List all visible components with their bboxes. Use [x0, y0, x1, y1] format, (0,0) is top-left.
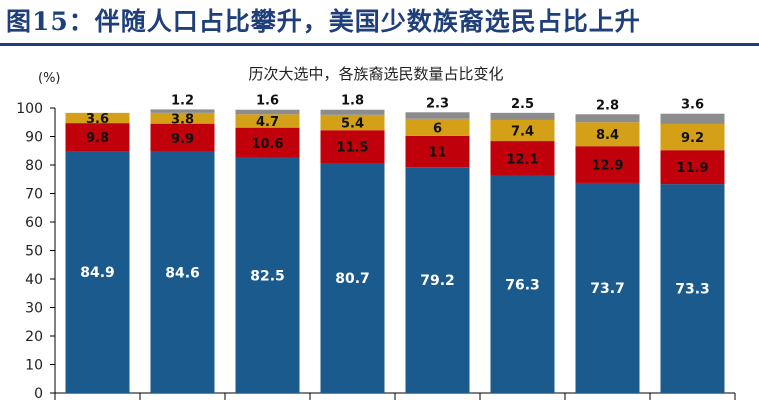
- data-label: 5.4: [341, 117, 364, 132]
- data-label: 84.9: [80, 265, 115, 281]
- bar-segment: [150, 151, 215, 393]
- bar-segment: [575, 146, 640, 183]
- data-label: 1.6: [256, 94, 279, 109]
- data-label: 3.6: [681, 98, 704, 113]
- bar-segment: [490, 175, 555, 393]
- data-label: 10.6: [251, 137, 283, 152]
- bar-segment: [660, 113, 725, 124]
- bar-segment: [660, 150, 725, 185]
- data-label: 3.8: [171, 112, 194, 127]
- data-label: 11.5: [336, 141, 368, 156]
- data-label: 80.7: [335, 271, 370, 287]
- data-label: 9.8: [86, 131, 109, 146]
- data-label: 2.5: [511, 97, 534, 112]
- bar-segment: [575, 182, 640, 393]
- data-label: 6: [433, 121, 442, 136]
- y-tick-label: 40: [25, 272, 43, 288]
- data-label: 82.5: [250, 268, 285, 284]
- bar-segment: [660, 184, 725, 393]
- bar-segment: [235, 109, 300, 115]
- bar-segment: [235, 127, 300, 158]
- data-label: 7.4: [511, 125, 534, 140]
- y-tick-label: 100: [16, 101, 43, 117]
- bar-segment: [235, 114, 300, 128]
- bar-segment: [150, 123, 215, 152]
- data-label: 11: [428, 146, 446, 161]
- data-label: 4.7: [256, 115, 279, 130]
- bar-segment: [490, 112, 555, 120]
- bar-segment: [150, 109, 215, 113]
- title-divider: [0, 43, 759, 46]
- chart-title: 历次大选中，各族裔选民数量占比变化: [248, 65, 503, 83]
- bar-segment: [65, 123, 130, 152]
- bar-segment: [320, 163, 385, 393]
- data-label: 11.9: [676, 161, 708, 176]
- bar-segment: [405, 112, 470, 119]
- data-label: 2.3: [426, 96, 449, 111]
- bar-segment: [65, 151, 130, 393]
- data-label: 84.6: [165, 265, 200, 281]
- data-label: 12.1: [506, 152, 538, 167]
- y-axis-unit-label: (%): [38, 71, 61, 86]
- bar-segment: [575, 122, 640, 147]
- bar-segment: [660, 123, 725, 151]
- y-tick-label: 10: [25, 358, 43, 374]
- bar-segment: [490, 119, 555, 142]
- data-label: 3.6: [86, 112, 109, 127]
- data-label: 12.9: [591, 159, 623, 174]
- bar-segment: [405, 135, 470, 168]
- bar-segment: [490, 141, 555, 176]
- data-label: 1.8: [341, 94, 364, 109]
- data-label: 76.3: [505, 277, 540, 293]
- y-tick-label: 80: [25, 158, 43, 174]
- data-label: 73.3: [675, 282, 710, 298]
- y-tick-label: 30: [25, 301, 43, 317]
- bar-segment: [405, 118, 470, 136]
- data-label: 8.4: [596, 128, 619, 143]
- bar-segment: [235, 157, 300, 393]
- bar-segment: [320, 114, 385, 131]
- y-tick-label: 0: [34, 386, 43, 400]
- y-tick-label: 70: [25, 187, 43, 203]
- y-tick-label: 60: [25, 215, 43, 231]
- y-tick-label: 90: [25, 130, 43, 146]
- bar-segment: [65, 112, 130, 124]
- bar-segment: [405, 167, 470, 393]
- bar-segment: [150, 112, 215, 124]
- data-label: 9.2: [681, 131, 704, 146]
- data-label: 73.7: [590, 281, 625, 297]
- y-tick-label: 50: [25, 244, 43, 260]
- data-label: 9.9: [171, 132, 194, 147]
- y-tick-label: 20: [25, 329, 43, 345]
- bars: 84.9 9.8 3.6 84.6 9.9 3.8 1.2 82.5 10.6 4.7 1.6 80.…: [65, 93, 725, 393]
- bar-segment: [320, 109, 385, 115]
- data-label: 2.8: [596, 98, 619, 113]
- bar-segment: [575, 114, 640, 123]
- data-label: 79.2: [420, 273, 455, 289]
- bar-segment: [320, 130, 385, 164]
- data-label: 1.2: [171, 93, 194, 108]
- figure-title: 图15：伴随人口占比攀升，美国少数族裔选民占比上升: [6, 7, 641, 36]
